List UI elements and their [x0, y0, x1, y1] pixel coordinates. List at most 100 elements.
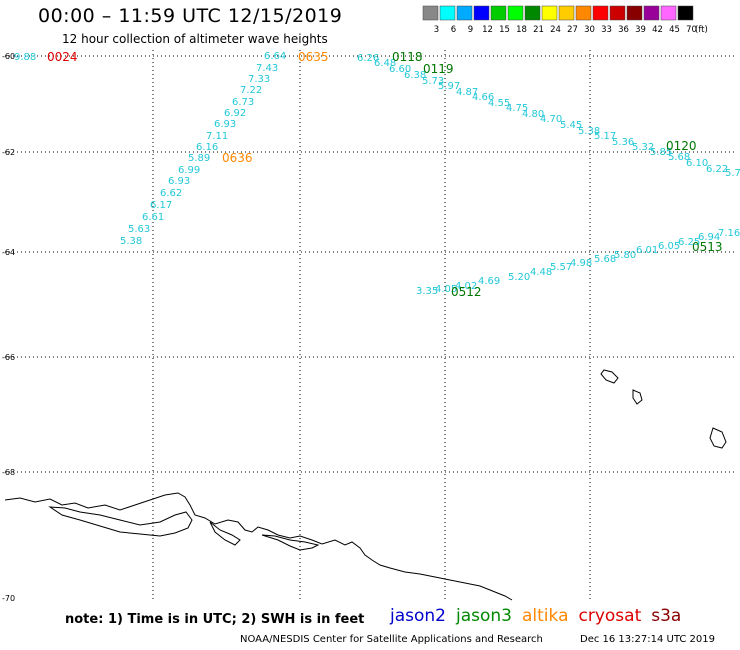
swh-value: 5.80: [614, 250, 636, 261]
legend-s3a: s3a: [651, 606, 682, 626]
swh-value: 6.92: [224, 108, 246, 119]
swh-value: 3.35: [416, 286, 438, 297]
swh-value: 5.45: [560, 120, 582, 131]
colorbar-unit: (ft): [695, 25, 708, 35]
colorbar-swatch: [558, 5, 575, 21]
legend-cryosat: cryosat: [578, 606, 642, 626]
colorbar: 3 6 9 12 15 18 21 24 27 30 33 36 39 42 45 70(ft): [422, 5, 708, 35]
pass-time-label: 0513: [692, 240, 723, 254]
lat-lon-grid: [5, 50, 735, 600]
colorbar-swatch: [507, 5, 524, 21]
pass-time-label: 0119: [423, 62, 454, 76]
swh-value: 4.05: [435, 284, 457, 295]
swh-value: 5.38: [120, 236, 142, 247]
swh-value: 4.55: [488, 98, 510, 109]
swh-value: 5.7: [725, 168, 740, 179]
swh-value: 6.48: [374, 58, 396, 69]
swh-value: 4.02: [455, 281, 477, 292]
swh-value: 5.32: [632, 142, 654, 153]
swh-value: 4.87: [456, 87, 478, 98]
colorbar-swatch: [524, 5, 541, 21]
swh-value: 4.66: [472, 92, 494, 103]
footer-credit: NOAA/NESDIS Center for Satellite Applica…: [240, 634, 543, 645]
colorbar-swatch: [473, 5, 490, 21]
colorbar-label: 36: [618, 25, 629, 35]
colorbar-label: 12: [482, 25, 493, 35]
colorbar-label: 33: [601, 25, 612, 35]
colorbar-label: 27: [567, 25, 578, 35]
colorbar-label: 30: [584, 25, 595, 35]
swh-value: 6.25: [678, 237, 700, 248]
swh-value: 4.69: [478, 276, 500, 287]
colorbar-swatch: [660, 5, 677, 21]
colorbar-swatch: [541, 5, 558, 21]
swh-value: 6.64: [264, 51, 286, 62]
axis-ticks: 150153156159162165-60-62-64-66-68-70: [2, 52, 15, 603]
satellite-legend: jason2 jason3 altika cryosat s3a: [390, 606, 691, 626]
pass-time-label: 0120: [666, 139, 697, 153]
swh-value: 4.80: [522, 109, 544, 120]
coastline-segment: [209, 521, 241, 546]
colorbar-swatch: [456, 5, 473, 21]
y-tick-label: -70: [2, 594, 15, 603]
swh-value: 6.60: [389, 64, 411, 75]
swh-value: 5.38: [578, 126, 600, 137]
colorbar-label: 18: [516, 25, 527, 35]
swh-value: 4.48: [530, 267, 552, 278]
coastline-segment: [48, 506, 193, 537]
swh-value: 5.57: [550, 262, 572, 273]
swh-value: 4.70: [540, 114, 562, 125]
y-tick-label: -60: [2, 52, 15, 61]
swh-value: 5.85: [650, 147, 672, 158]
legend-altika: altika: [522, 606, 569, 626]
y-tick-label: -68: [2, 468, 15, 477]
pass-time-label: 0118: [392, 50, 423, 64]
swh-value: 5.17: [594, 131, 616, 142]
colorbar-label: 42: [652, 25, 663, 35]
pass-time-label: 0512: [451, 285, 482, 299]
colorbar-swatch: [643, 5, 660, 21]
pass-time-label: 0024: [47, 50, 78, 64]
coastline-segment: [4, 492, 513, 601]
coastline-segment: [261, 534, 320, 551]
coastline: [4, 369, 727, 601]
colorbar-swatch: [677, 5, 694, 21]
colorbar-swatch: [490, 5, 507, 21]
swh-value: 5.36: [612, 137, 634, 148]
note-text: note: 1) Time is in UTC; 2) SWH is in fe…: [65, 612, 365, 627]
swh-value: 6.62: [160, 188, 182, 199]
y-tick-label: -62: [2, 148, 15, 157]
colorbar-label: 24: [550, 25, 561, 35]
swh-value: 6.05: [658, 241, 680, 252]
swh-value: 7.11: [206, 131, 228, 142]
y-tick-label: -64: [2, 248, 15, 257]
swh-value: 5.89: [188, 153, 210, 164]
map-subtitle: 12 hour collection of altimeter wave hei…: [62, 32, 328, 46]
swh-value: 7.22: [240, 85, 262, 96]
swh-value: 6.73: [232, 97, 254, 108]
swh-value: 5.63: [128, 224, 150, 235]
coastline-segment: [709, 427, 727, 449]
swh-value: 6.22: [706, 164, 728, 175]
swh-value: 6.38: [404, 70, 426, 81]
legend-jason2: jason2: [390, 606, 446, 626]
coastline-segment: [632, 389, 643, 405]
map-title: 00:00 – 11:59 UTC 12/15/2019: [38, 5, 343, 27]
swh-value: 6.26: [357, 53, 379, 64]
colorbar-label: 21: [533, 25, 544, 35]
colorbar-swatch: [422, 5, 439, 21]
swh-value: 4.75: [506, 103, 528, 114]
swh-values: 9.88 6.647.437.337.226.736.926.937.116.16…: [14, 51, 740, 297]
swh-value: 5.97: [438, 81, 460, 92]
pass-time-label: 0635: [298, 50, 329, 64]
swh-value: 7.16: [718, 228, 740, 239]
swh-value: 5.73: [422, 76, 444, 87]
y-tick-label: -66: [2, 353, 15, 362]
swh-value: 5.20: [508, 272, 530, 283]
swh-value: 7.33: [248, 74, 270, 85]
colorbar-label: 15: [499, 25, 510, 35]
swh-value: 6.61: [142, 212, 164, 223]
swh-value: 9.88: [14, 52, 36, 63]
swh-value: 5.68: [668, 152, 690, 163]
